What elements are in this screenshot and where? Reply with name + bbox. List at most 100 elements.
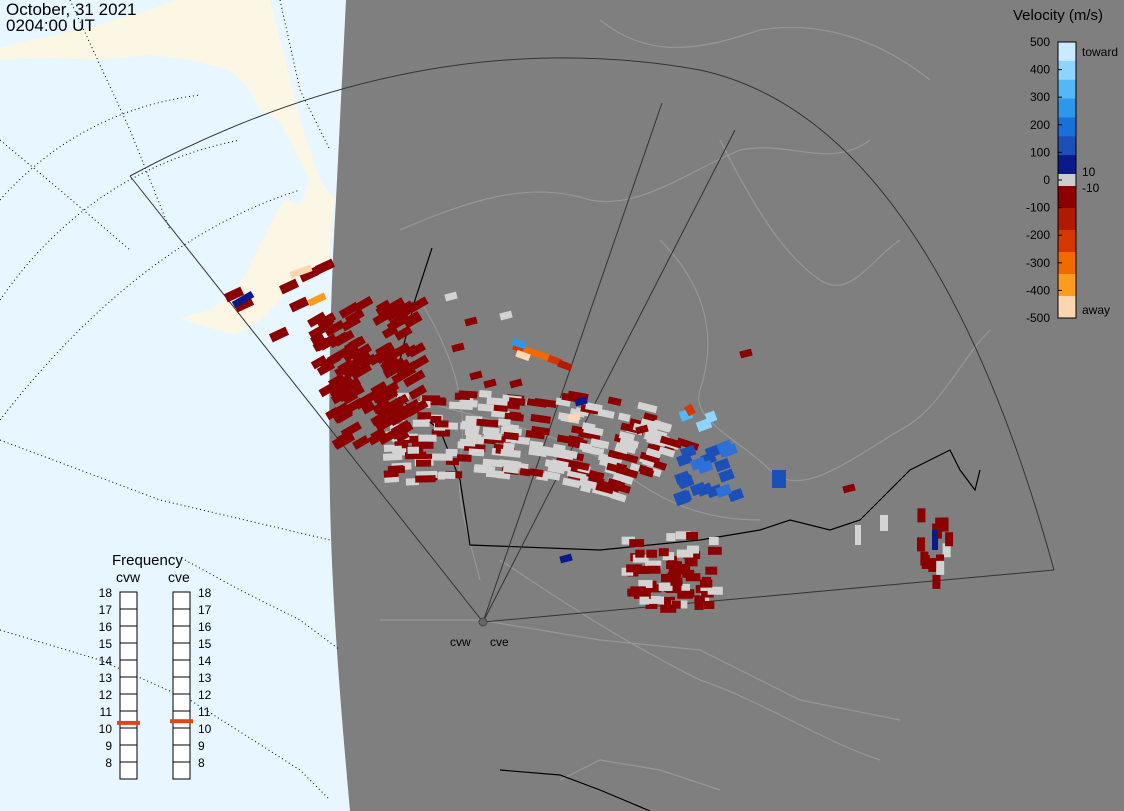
frequency-level-label: 12 — [198, 688, 212, 702]
velocity-cell — [639, 596, 650, 605]
velocity-cell — [709, 536, 719, 545]
frequency-level-label: 16 — [99, 620, 113, 634]
velocity-cell — [415, 459, 432, 467]
velocity-cell — [464, 316, 478, 327]
frequency-cell — [119, 710, 138, 729]
colorbar-tick-label: 100 — [1030, 145, 1050, 159]
velocity-cell — [444, 291, 458, 302]
velocity-cell — [615, 442, 637, 454]
velocity-cell — [689, 481, 707, 497]
velocity-cell — [395, 342, 411, 357]
velocity-cell — [928, 558, 937, 573]
frequency-cell — [119, 642, 138, 661]
frequency-cell — [172, 591, 191, 610]
velocity-cell — [473, 435, 485, 444]
colorbar-swatch — [1058, 155, 1076, 175]
velocity-cell — [645, 584, 662, 593]
frequency-marker-cvw — [117, 720, 140, 725]
velocity-cell — [382, 452, 403, 461]
alaska-landmass — [0, 0, 335, 335]
velocity-cell — [559, 553, 573, 564]
velocity-cell — [686, 531, 699, 540]
frequency-panel: 18 18 17 17 16 16 15 15 14 14 13 13 12 12 11 11 10 10 9 9 8 8 — [99, 586, 212, 780]
colorbar-inner-neg: -10 — [1082, 181, 1100, 195]
radar-site-marker — [478, 617, 488, 627]
velocity-cell — [354, 395, 372, 410]
frequency-level-label: 18 — [198, 586, 212, 600]
velocity-cell — [645, 560, 662, 569]
velocity-cell — [288, 296, 310, 313]
velocity-cell — [668, 566, 685, 575]
frequency-level-label: 10 — [99, 722, 113, 736]
velocity-cell — [431, 397, 446, 405]
velocity-cell — [562, 477, 581, 489]
colorbar-tick-labels: 500 400 300 200 100 0 -100 -200 -300 -400 -500 — [1026, 35, 1062, 325]
frequency-level-label: 10 — [198, 722, 212, 736]
velocity-cell — [268, 326, 290, 343]
velocity-cell — [714, 457, 731, 473]
velocity-cell — [477, 403, 495, 412]
velocity-cell — [438, 471, 456, 479]
velocity-cell — [772, 470, 786, 488]
velocity-cell — [639, 451, 661, 464]
velocity-cell — [670, 577, 683, 586]
velocity-cell — [586, 469, 605, 481]
graticule — [0, 0, 341, 801]
velocity-cell — [387, 465, 404, 474]
velocity-cell — [677, 475, 695, 490]
velocity-cell — [333, 409, 350, 424]
frequency-level-label: 8 — [198, 756, 205, 770]
velocity-cell — [378, 428, 399, 446]
colorbar-swatch — [1058, 60, 1076, 81]
frequency-level-label: 13 — [198, 671, 212, 685]
velocity-cell — [932, 530, 938, 550]
velocity-cell — [607, 449, 623, 460]
velocity-cell — [459, 402, 473, 411]
velocity-cell — [278, 278, 300, 295]
velocity-cell — [727, 487, 745, 503]
velocity-cell — [458, 390, 478, 399]
velocity-cell — [289, 264, 313, 279]
colorbar-tick-label: -400 — [1026, 283, 1050, 297]
velocity-cell — [511, 337, 527, 350]
velocity-cell — [502, 423, 519, 433]
velocity-cell — [522, 345, 538, 358]
velocity-cell — [673, 583, 690, 592]
velocity-cell — [500, 448, 521, 458]
velocity-cell — [319, 312, 337, 327]
velocity-cell — [567, 459, 590, 471]
velocity-cell — [509, 378, 523, 389]
velocity-cell — [703, 600, 715, 609]
velocity-cell — [371, 387, 392, 404]
frequency-level-label: 17 — [99, 603, 113, 617]
colorbar-tick-label: 500 — [1030, 35, 1050, 49]
velocity-cell — [353, 350, 372, 365]
velocity-cell — [715, 483, 733, 498]
velocity-cell — [389, 409, 411, 427]
velocity-cell — [617, 412, 631, 422]
colorbar-swatch — [1058, 208, 1076, 231]
velocity-cell — [684, 403, 696, 417]
velocity-cell — [394, 429, 410, 443]
velocity-cell — [395, 300, 414, 316]
velocity-cell — [318, 379, 342, 398]
velocity-cell — [476, 418, 499, 428]
velocity-cell — [651, 420, 671, 433]
velocity-cell — [342, 348, 359, 362]
velocity-cell — [350, 362, 373, 380]
velocity-cell — [634, 565, 649, 574]
velocity-cell — [638, 580, 653, 589]
colorbar-tick-label: 200 — [1030, 118, 1050, 132]
velocity-cell — [619, 452, 639, 464]
velocity-cell — [338, 301, 360, 319]
velocity-cell — [665, 585, 682, 594]
velocity-cell — [666, 533, 676, 542]
velocity-cell — [375, 417, 393, 433]
velocity-cell — [459, 438, 476, 447]
velocity-cell — [567, 412, 581, 423]
velocity-cell — [880, 515, 888, 531]
velocity-cell — [645, 601, 658, 610]
velocity-cell — [620, 422, 639, 434]
velocity-cell — [704, 444, 722, 459]
velocity-cell — [632, 554, 649, 563]
